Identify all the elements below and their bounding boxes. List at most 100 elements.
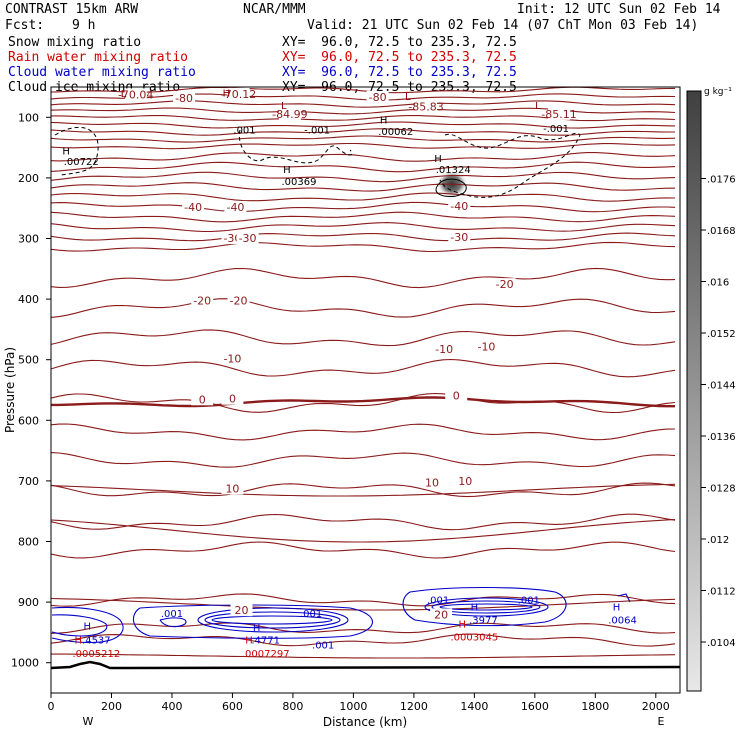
extremum-label: L xyxy=(405,92,411,103)
y-tick-label: 1000 xyxy=(11,657,39,670)
extremum-label: H xyxy=(84,622,92,633)
y-tick-label: 800 xyxy=(18,536,39,549)
label-backdrop xyxy=(493,278,516,291)
org-label: NCAR/MMM xyxy=(243,2,306,17)
init-time: Init: 12 UTC Sun 02 Feb 14 xyxy=(517,2,721,17)
label-backdrop xyxy=(224,201,247,214)
x-tick-label: 1800 xyxy=(581,700,609,713)
extremum-label: L xyxy=(535,101,541,112)
label-backdrop xyxy=(124,88,147,101)
isotherm-line xyxy=(51,241,676,253)
isotherm-label: -20 xyxy=(193,295,211,308)
field-cloudwater-name: Cloud water mixing ratio xyxy=(8,65,196,80)
extremum-label: .00369 xyxy=(281,177,316,188)
isotherm-label: 10 xyxy=(225,482,239,495)
label-backdrop xyxy=(433,343,456,356)
isotherm-label: -10 xyxy=(435,343,453,356)
isotherm-line xyxy=(51,597,676,611)
isotherm-line xyxy=(51,513,676,531)
isotherm-line xyxy=(51,182,675,192)
axes: 0 200 400 600 800 1000 1200 1400 1600 1800 2000100… xyxy=(3,111,670,729)
isotherm-line xyxy=(51,483,676,497)
label-backdrop xyxy=(230,604,253,617)
cloud-water-contour xyxy=(132,604,373,639)
extremum-label: .001 xyxy=(518,596,540,607)
isotherm-label: 10 xyxy=(458,475,472,488)
isotherm-line xyxy=(51,267,676,289)
extremum-label: .0005212 xyxy=(73,649,121,660)
field-rain-xy: XY= 96.0, 72.5 to 235.3, 72.5 xyxy=(282,50,517,65)
temperature-contours xyxy=(51,87,676,659)
extremum-label: .001 xyxy=(161,609,183,620)
isotherm-line xyxy=(51,114,676,122)
isotherm-label: 20 xyxy=(434,608,448,621)
label-backdrop xyxy=(227,87,250,100)
extremum-label: .4537 xyxy=(82,636,111,647)
plot-frame xyxy=(50,86,681,694)
extremum-label: -.001 xyxy=(304,125,330,136)
label-backdrop xyxy=(475,340,498,353)
x-axis-label: Distance (km) xyxy=(323,715,407,729)
x-tick-label: 1200 xyxy=(400,700,428,713)
label-backdrop xyxy=(236,232,259,245)
isotherm-line xyxy=(51,622,676,634)
cloud-water-contour xyxy=(424,597,549,617)
cloud-water-contour xyxy=(197,607,349,633)
isotherm-line xyxy=(51,358,676,378)
contour-labels: -70.04 -70.12 -80 -80 -84.99 -85.83 -85.11 -40 -… xyxy=(62,87,637,660)
cloud-ice-contour xyxy=(238,129,353,164)
extremum-label: .00062 xyxy=(378,127,413,138)
isotherm-line xyxy=(51,423,676,441)
isotherm-label: -30 xyxy=(450,231,468,244)
colorbar-tick-label: .0152 xyxy=(707,329,736,340)
label-backdrop xyxy=(182,201,205,214)
y-tick-label: 500 xyxy=(18,354,39,367)
label-backdrop xyxy=(445,389,468,402)
isotherm-line xyxy=(51,171,676,183)
extremum-label: .0064 xyxy=(608,616,637,627)
isotherm-line xyxy=(51,192,676,202)
field-snow-name: Snow mixing ratio xyxy=(8,35,142,50)
x-tick-label: 400 xyxy=(161,700,182,713)
colorbar-tick-label: .0176 xyxy=(707,175,736,186)
x-tick-label: 1400 xyxy=(460,700,488,713)
isotherm-line xyxy=(51,482,676,498)
label-backdrop xyxy=(548,107,571,120)
extremum-label: H xyxy=(223,88,231,99)
cloud-water-contour xyxy=(431,600,541,614)
isotherm-line xyxy=(51,107,676,115)
extremum-label: .001 xyxy=(233,125,255,136)
isotherm-line xyxy=(51,152,676,162)
isotherm-line xyxy=(51,593,676,607)
zero-isotherm-line xyxy=(51,396,675,408)
x-tick-label: 800 xyxy=(282,700,303,713)
colorbar-ramp xyxy=(686,90,702,692)
isotherm-line xyxy=(51,201,676,213)
y-tick-label: 300 xyxy=(18,233,39,246)
label-backdrop xyxy=(221,352,244,365)
cloud-water-contour xyxy=(204,611,341,629)
isotherm-label: -70.04 xyxy=(118,88,153,101)
y-axis-label: Pressure (hPa) xyxy=(3,347,17,433)
isotherm-label: -80 xyxy=(175,92,193,105)
colorbar-tick-label: .012 xyxy=(707,535,729,546)
colorbar-tick-label: .0112 xyxy=(707,587,736,598)
isotherm-label: 0 xyxy=(229,393,236,406)
isotherm-label: 0 xyxy=(453,390,460,403)
isotherm-label: -80 xyxy=(369,91,387,104)
isotherm-line xyxy=(51,135,676,143)
isotherm-line xyxy=(51,128,675,136)
isotherm-line xyxy=(51,633,676,647)
isotherm-label: -30 xyxy=(239,232,257,245)
extremum-label: H xyxy=(74,636,82,647)
east-endpoint-label: E xyxy=(658,715,665,728)
label-backdrop xyxy=(448,199,471,212)
isotherm-line xyxy=(51,452,676,468)
extremum-label: .01324 xyxy=(436,165,471,176)
extremum-label: -.001 xyxy=(543,124,569,135)
extremum-label: H xyxy=(283,165,291,176)
colorbar-tick-label: .0128 xyxy=(707,484,736,495)
cloud-ice-contour xyxy=(435,178,467,197)
extremum-label: .0007297 xyxy=(242,649,290,660)
